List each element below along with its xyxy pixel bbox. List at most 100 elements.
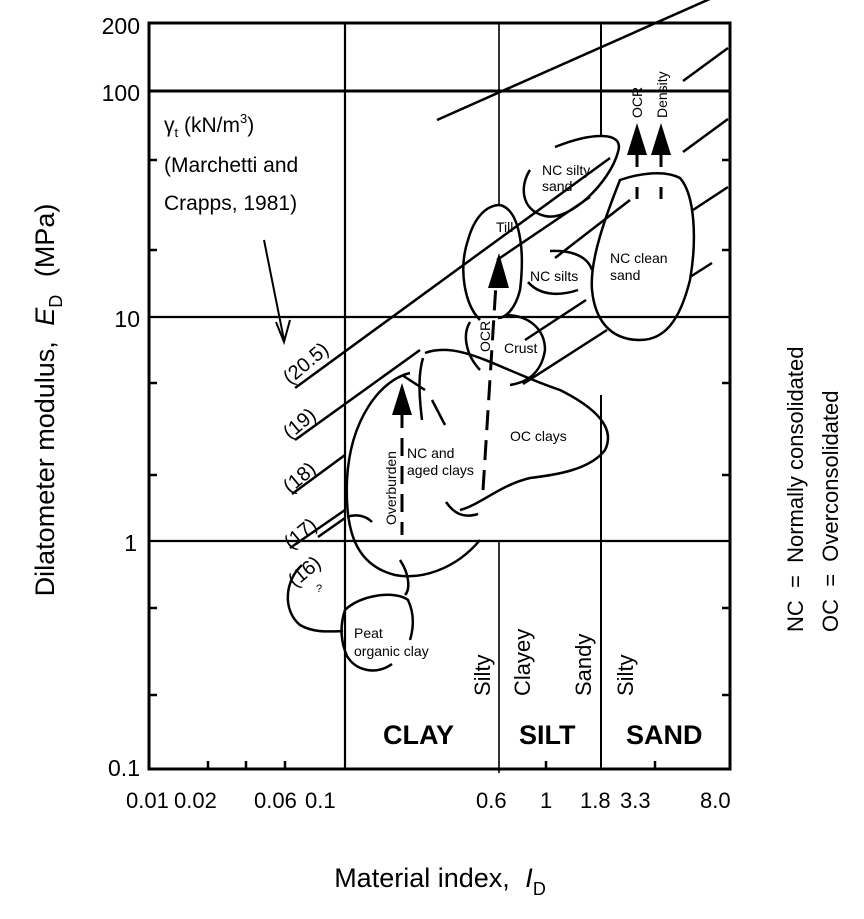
y-label-sub: D bbox=[46, 295, 66, 308]
zone-outlines bbox=[286, 134, 696, 672]
gamma-19: (19) bbox=[279, 404, 320, 444]
x-axis-label: Material index, ID bbox=[334, 863, 546, 899]
gamma-18: (18) bbox=[279, 458, 320, 498]
line-gamma-17 bbox=[289, 508, 346, 550]
label-peat-2: organic clay bbox=[354, 643, 429, 659]
arrow-heads bbox=[392, 123, 671, 415]
x-tick-8.0: 8.0 bbox=[700, 788, 731, 813]
gamma-title: γt (kN/m3) bbox=[164, 111, 254, 140]
y-tick-1: 1 bbox=[124, 530, 137, 556]
line-gamma-18 bbox=[291, 453, 346, 496]
label-nc-silty-sand-2: sand bbox=[542, 178, 572, 194]
label-silt: SILT bbox=[519, 720, 576, 750]
y-tick-10: 10 bbox=[114, 306, 140, 332]
y-minor-ticks bbox=[149, 158, 730, 697]
line-top-1 bbox=[682, 46, 729, 83]
ocr-mid-shaft bbox=[481, 267, 499, 491]
x-tick-0.1: 0.1 bbox=[305, 788, 336, 813]
y-tick-labels: 200 100 10 1 0.1 bbox=[102, 13, 140, 781]
zone-peat bbox=[340, 593, 414, 672]
zone-nc-silts bbox=[527, 249, 594, 296]
grid-lines bbox=[149, 23, 730, 773]
x-label-sub: D bbox=[533, 879, 546, 899]
x-minor-ticks bbox=[206, 761, 657, 769]
zone-nc-aged-left bbox=[346, 514, 373, 523]
x-tick-0.02: 0.02 bbox=[174, 788, 217, 813]
x-tick-1.8: 1.8 bbox=[580, 788, 611, 813]
label-overburden: Overburden bbox=[383, 451, 399, 525]
legend-oc: OC = Overconsolidated bbox=[818, 390, 843, 632]
x-tick-0.6: 0.6 bbox=[476, 788, 507, 813]
zone-peat-link bbox=[398, 559, 410, 596]
label-sandy-silt: Sandy bbox=[571, 634, 596, 696]
zone-unknown bbox=[286, 564, 344, 633]
line-top-4 bbox=[689, 261, 713, 279]
arrow-shafts bbox=[400, 155, 663, 535]
label-ocr-top: OCR bbox=[629, 87, 645, 118]
label-sand: SAND bbox=[626, 720, 703, 750]
zone-nc-clean-sand bbox=[590, 172, 696, 342]
line-gamma-19 bbox=[294, 348, 421, 442]
label-nc-silts: NC silts bbox=[530, 268, 578, 284]
label-ocr-mid: OCR bbox=[477, 321, 493, 352]
zone-nc-silty-sand bbox=[522, 134, 621, 218]
arrow-labels: Overburden OCR OCR Density bbox=[383, 71, 670, 525]
line-top-3 bbox=[692, 185, 729, 212]
label-clayey-silt: Clayey bbox=[510, 629, 535, 696]
y-tick-0.1: 0.1 bbox=[108, 755, 140, 781]
x-tick-1: 1 bbox=[540, 788, 552, 813]
y-label-unit: (MPa) bbox=[30, 204, 60, 278]
x-label-main: Material index, bbox=[334, 863, 510, 893]
label-oc-clays: OC clays bbox=[510, 428, 567, 444]
subtype-labels: Silty Clayey Sandy Silty bbox=[470, 629, 638, 696]
label-nc-aged-1: NC and bbox=[407, 445, 454, 461]
line-gamma-20.5 bbox=[294, 156, 611, 390]
label-peat-1: Peat bbox=[354, 625, 383, 641]
x-tick-3.3: 3.3 bbox=[620, 788, 651, 813]
unit-weight-lines bbox=[289, 0, 729, 550]
zone-labels: Till NC silty sand NC silts NC clean san… bbox=[316, 162, 668, 659]
ocr-mid-arrow-icon bbox=[488, 253, 509, 288]
x-tick-labels: 0.01 0.02 0.06 0.1 0.6 1 1.8 3.3 8.0 bbox=[126, 788, 731, 813]
y-axis-label: Dilatometer modulus, ED (MPa) bbox=[30, 204, 66, 597]
line-gamma-19b bbox=[554, 199, 631, 259]
x-tick-0.06: 0.06 bbox=[254, 788, 297, 813]
zone-crust bbox=[464, 313, 547, 387]
label-nc-clean-sand-2: sand bbox=[610, 267, 640, 283]
line-mid-c bbox=[522, 328, 608, 386]
gamma-values: (20.5) (19) (18) (17) (16) bbox=[279, 338, 333, 591]
legend: NC = Normally consolidated OC = Overcons… bbox=[783, 346, 843, 632]
line-d1 bbox=[436, 0, 711, 122]
label-unknown: ? bbox=[316, 583, 322, 595]
overburden-arrow-icon bbox=[392, 383, 412, 415]
plot-frame bbox=[147, 21, 732, 771]
label-till: Till bbox=[496, 219, 513, 235]
y-label-main: Dilatometer modulus, bbox=[30, 341, 60, 596]
source-line-2: Crapps, 1981) bbox=[164, 192, 297, 215]
x-tick-0.01: 0.01 bbox=[126, 788, 169, 813]
source-line-1: (Marchetti and bbox=[164, 154, 298, 177]
label-density: Density bbox=[654, 71, 670, 118]
label-silty-clay: Silty bbox=[470, 654, 495, 696]
line-gamma-16 bbox=[317, 516, 346, 539]
y-tick-200: 200 bbox=[102, 13, 140, 39]
ocr-top-arrow-icon bbox=[627, 123, 647, 155]
x-label-symbol: I bbox=[525, 863, 533, 893]
zone-nc-aged-bottom bbox=[444, 501, 479, 517]
legend-nc: NC = Normally consolidated bbox=[783, 346, 808, 632]
line-top-2 bbox=[682, 117, 729, 154]
soil-type-labels: CLAY SILT SAND bbox=[383, 720, 703, 750]
callout-arrow bbox=[263, 239, 291, 346]
line-mid-b bbox=[524, 298, 587, 342]
label-clay: CLAY bbox=[383, 720, 454, 750]
label-nc-aged-2: aged clays bbox=[407, 462, 474, 478]
label-silty-sand: Silty bbox=[613, 654, 638, 696]
label-nc-silty-sand-1: NC silty bbox=[542, 162, 590, 178]
y-label-symbol: E bbox=[30, 307, 60, 326]
label-nc-clean-sand-1: NC clean bbox=[610, 250, 668, 266]
y-tick-100: 100 bbox=[102, 80, 140, 106]
gamma-17: (17) bbox=[280, 514, 321, 554]
label-crust: Crust bbox=[504, 340, 538, 356]
density-arrow-icon bbox=[651, 123, 671, 155]
